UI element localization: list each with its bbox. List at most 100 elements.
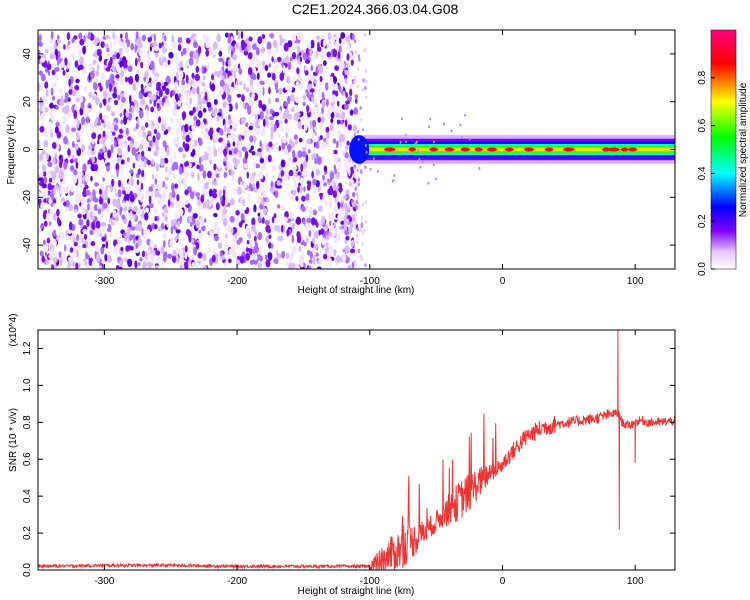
spectrogram-cell: [308, 207, 314, 216]
spectrogram-cell: [91, 260, 95, 269]
spectrogram-cell: [38, 165, 41, 170]
spectrogram-cell: [319, 75, 323, 82]
spectrogram-cell: [328, 245, 334, 254]
spectrogram-cell: [313, 52, 317, 61]
spectrogram-cell: [52, 256, 58, 264]
spectrogram-cell: [283, 42, 289, 52]
spectrogram-cell: [113, 139, 117, 148]
spectrogram-cell: [351, 179, 355, 189]
spectrogram-cell: [254, 235, 257, 242]
spectrogram-cell: [136, 179, 140, 186]
spectrogram-cell: [201, 155, 204, 162]
spectrogram-cell: [240, 219, 245, 224]
spectrogram-cell: [112, 198, 117, 207]
spectrogram-cell: [232, 54, 237, 61]
spectrogram-cell: [232, 243, 236, 249]
spectrogram-cell: [362, 78, 365, 83]
spectrogram-cell: [299, 56, 303, 62]
y-tick-label: -20: [22, 190, 33, 205]
spectrogram-cell: [291, 235, 295, 244]
spectrogram-cell: [106, 104, 111, 112]
spectrogram-cell: [267, 72, 272, 78]
spectrogram-cell: [185, 91, 190, 101]
spectrogram-cell: [351, 201, 357, 208]
spectrogram-cell: [305, 237, 309, 243]
spectrogram-cell: [115, 74, 120, 79]
spectrogram-cell: [227, 36, 232, 44]
spectrogram-cell: [277, 253, 282, 259]
spectrogram-cell: [163, 157, 169, 163]
spectrogram-cell: [127, 259, 133, 267]
spectrogram-cell: [288, 223, 292, 228]
spectrogram-cell: [115, 162, 120, 172]
spectrogram-cell: [94, 182, 99, 187]
spectrogram-cell: [192, 41, 199, 49]
spectrogram-cell: [331, 224, 335, 231]
spectrogram-cell: [359, 254, 362, 259]
spectrogram-cell: [51, 246, 54, 256]
spectrogram-cell: [232, 46, 236, 53]
spectrogram-cell: [95, 230, 100, 238]
spectrogram-cell: [301, 195, 306, 202]
spectrogram-cell: [162, 240, 166, 249]
spectrogram-cell: [102, 90, 108, 99]
spectrogram-cell: [231, 133, 236, 142]
spectrogram-cell: [301, 206, 306, 212]
spectrogram-cell: [264, 64, 269, 72]
spectrogram-cell: [215, 202, 220, 211]
spectrogram-cell: [225, 233, 228, 239]
spectrogram-cell: [280, 206, 286, 211]
spectrogram-cell: [183, 161, 189, 167]
snr-panel: -300 -200 -100 0 100 0.0 0.2 0.4 0.6 0.8 1.0 1.2 H…: [8, 313, 676, 597]
spectrogram-cell: [315, 168, 320, 176]
spectrogram-cell: [201, 225, 206, 232]
spectrogram-cell: [38, 41, 43, 47]
spectrogram-cell: [243, 163, 249, 169]
spectrogram-cell: [279, 126, 284, 132]
spectrogram-cell: [78, 32, 83, 40]
spectrogram-cell: [228, 248, 234, 256]
spectrogram-cell: [336, 255, 341, 264]
snr-x-axis: -300 -200 -100 0 100: [94, 330, 644, 587]
spectrogram-cell: [209, 159, 213, 165]
spectrogram-cell: [248, 97, 251, 103]
spectrogram-cell: [326, 130, 330, 140]
spectrogram-cell: [116, 156, 122, 163]
spectrogram-cell: [107, 197, 110, 205]
spectrogram-cell: [109, 229, 113, 239]
snr-marks: [38, 330, 675, 570]
spectrogram-cell: [248, 36, 253, 42]
spectrogram-cell: [62, 252, 66, 260]
spectrogram-cell: [48, 177, 53, 183]
spectrogram-cell: [95, 246, 100, 253]
carrier-peak: [563, 147, 575, 152]
spectrogram-cell: [122, 125, 127, 133]
spectrogram-cell: [140, 61, 144, 69]
spectrogram-cell: [338, 86, 342, 93]
spectrogram-cell: [120, 229, 125, 234]
spectrogram-cell: [286, 163, 290, 169]
spectrogram-cell: [162, 180, 166, 188]
spectrogram-cell: [351, 261, 355, 269]
spectrogram-cell: [95, 254, 99, 263]
spectrogram-cell: [302, 94, 307, 101]
spectrogram-cell: [229, 215, 235, 223]
spectrogram-cell: [219, 128, 224, 136]
spectrogram-cell: [117, 94, 121, 101]
spectrogram-cell: [129, 169, 134, 174]
y-tick-label: 0: [22, 146, 33, 152]
spectrogram-cell: [233, 187, 237, 196]
spectrogram-cell: [74, 143, 79, 150]
spectrogram-cell: [68, 89, 73, 95]
spectrogram-cell: [53, 186, 56, 196]
carrier-peak: [383, 147, 396, 152]
spectrogram-cell: [72, 175, 78, 184]
spectrogram-cell: [105, 43, 109, 49]
spectrogram-cell: [333, 249, 337, 257]
spectrogram-cell: [344, 239, 348, 245]
spectrogram-cell: [38, 59, 41, 65]
spectrogram-cell: [247, 52, 253, 60]
spectrogram-cell: [236, 93, 242, 98]
spectrogram-cell: [193, 246, 198, 256]
spectrogram-cell: [70, 53, 75, 60]
